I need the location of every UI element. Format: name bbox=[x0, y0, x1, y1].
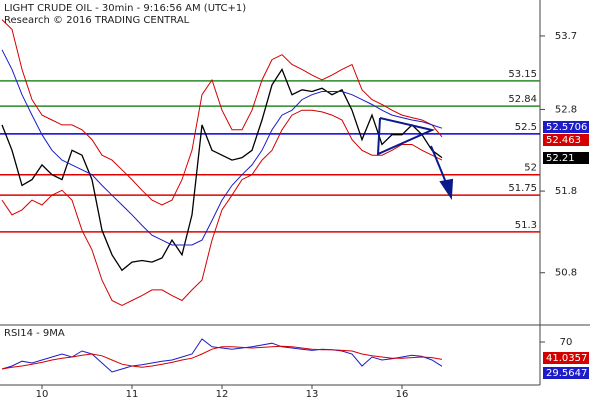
last-value-box bbox=[543, 134, 589, 146]
last-value-label: 52.5706 bbox=[546, 122, 587, 133]
x-tick-label: 11 bbox=[126, 389, 139, 400]
chart-subtitle: Research © 2016 TRADING CENTRAL bbox=[4, 15, 190, 26]
y-tick-label: 52.8 bbox=[555, 104, 577, 115]
chart-title: LIGHT CRUDE OIL - 30min - 9:16:56 AM (UT… bbox=[4, 3, 246, 14]
last-value-box bbox=[543, 367, 589, 379]
series-line bbox=[1, 345, 443, 370]
series-line bbox=[1, 19, 443, 206]
x-tick-label: 16 bbox=[396, 389, 409, 400]
last-value-box bbox=[543, 121, 589, 133]
x-tick-label: 13 bbox=[306, 389, 319, 400]
x-tick-label: 12 bbox=[216, 389, 229, 400]
series-line bbox=[1, 109, 443, 306]
y-tick-label: 70 bbox=[560, 337, 573, 348]
level-label: 51.3 bbox=[515, 220, 537, 231]
level-label: 53.15 bbox=[508, 69, 537, 80]
last-value-label: 41.0357 bbox=[546, 353, 587, 364]
x-tick-label: 10 bbox=[36, 389, 49, 400]
arrow-head bbox=[439, 178, 454, 201]
arrow-shaft bbox=[430, 145, 448, 186]
last-value-box bbox=[543, 352, 589, 364]
level-label: 52 bbox=[524, 163, 537, 174]
series-line bbox=[1, 67, 443, 272]
triangle-pattern bbox=[376, 117, 454, 201]
level-label: 51.75 bbox=[508, 183, 537, 194]
last-value-label: 29.5647 bbox=[546, 368, 587, 379]
triangle bbox=[376, 117, 436, 156]
series-line bbox=[1, 49, 443, 246]
y-tick-label: 51.8 bbox=[555, 186, 577, 197]
last-value-label: 52.463 bbox=[546, 135, 581, 146]
y-tick-label: 50.8 bbox=[555, 268, 577, 279]
y-tick-label: 53.7 bbox=[555, 31, 577, 42]
last-value-label: 52.21 bbox=[546, 153, 575, 164]
last-value-box bbox=[543, 152, 589, 164]
series-line bbox=[1, 338, 443, 373]
level-label: 52.5 bbox=[515, 122, 537, 133]
panel-title: RSI14 - 9MA bbox=[4, 328, 65, 339]
plot bbox=[0, 19, 545, 389]
level-label: 52.84 bbox=[508, 94, 537, 105]
